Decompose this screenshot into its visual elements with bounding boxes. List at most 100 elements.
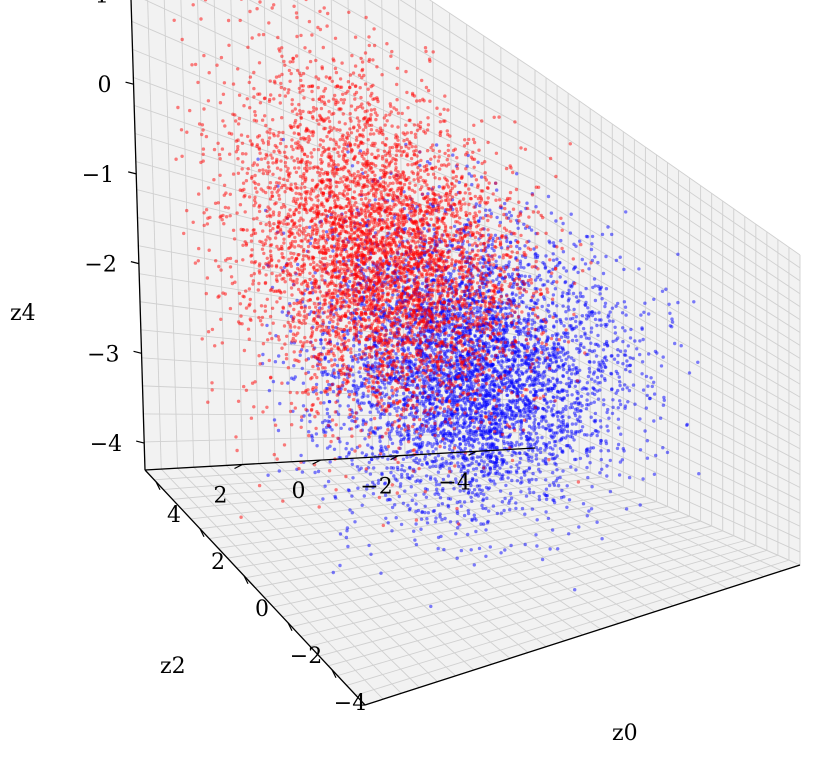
data-point: [480, 503, 484, 508]
data-point: [537, 361, 541, 365]
data-point: [584, 317, 589, 321]
data-point: [394, 516, 398, 520]
data-point: [484, 264, 488, 269]
data-point: [561, 367, 566, 372]
data-point: [584, 234, 589, 239]
data-point: [328, 444, 332, 448]
data-point: [404, 401, 408, 405]
data-point: [491, 450, 495, 454]
data-point: [319, 338, 323, 342]
data-point: [423, 454, 428, 458]
data-point: [516, 372, 520, 376]
data-point: [544, 497, 549, 502]
data-point: [467, 480, 472, 484]
data-point: [447, 324, 451, 328]
data-point: [448, 480, 453, 485]
data-point: [532, 320, 537, 325]
data-point: [480, 452, 485, 456]
data-point: [624, 210, 628, 214]
data-point: [346, 389, 351, 393]
data-point: [365, 487, 369, 491]
data-point: [491, 266, 495, 270]
data-point: [602, 398, 606, 402]
data-point: [437, 185, 441, 189]
data-point: [535, 287, 539, 291]
data-point: [338, 440, 342, 444]
data-point: [531, 353, 536, 358]
data-point: [445, 413, 449, 417]
data-point: [652, 472, 657, 476]
data-point: [559, 495, 564, 500]
data-point: [358, 348, 362, 352]
data-point: [424, 414, 428, 419]
grid-line: [193, 466, 420, 688]
data-point: [536, 448, 540, 452]
data-point: [610, 232, 614, 237]
data-point: [614, 304, 618, 308]
data-point: [567, 308, 571, 312]
data-point: [547, 309, 551, 314]
data-point: [631, 383, 636, 387]
data-point: [510, 453, 514, 458]
data-point: [499, 458, 503, 462]
data-point: [418, 344, 422, 348]
data-point: [418, 480, 422, 484]
data-point: [448, 434, 452, 438]
data-point: [546, 303, 551, 308]
data-point: [383, 493, 388, 497]
data-point: [420, 462, 424, 467]
data-point: [537, 467, 541, 472]
data-point: [296, 262, 300, 267]
data-point: [468, 413, 472, 418]
data-point: [390, 505, 395, 510]
data-point: [551, 241, 556, 245]
data-point: [383, 386, 387, 390]
data-point: [430, 348, 434, 353]
data-point: [661, 355, 665, 359]
data-point: [327, 415, 332, 419]
data-point: [498, 403, 502, 407]
data-point: [593, 311, 597, 315]
grid-line: [230, 0, 243, 465]
data-point: [413, 538, 417, 542]
data-point: [402, 422, 406, 426]
data-point: [543, 398, 547, 402]
data-point: [546, 382, 550, 386]
data-point: [606, 429, 610, 433]
data-point: [469, 483, 473, 488]
data-point: [561, 421, 565, 425]
data-point: [548, 358, 552, 362]
data-point: [376, 376, 380, 380]
data-point: [493, 461, 497, 465]
data-point: [638, 448, 643, 452]
data-point: [431, 426, 435, 431]
data-point: [616, 406, 620, 410]
data-point: [661, 446, 665, 450]
data-point: [436, 454, 441, 458]
data-point: [463, 446, 467, 451]
data-point: [532, 414, 536, 418]
data-point: [267, 388, 272, 393]
data-point: [314, 432, 319, 436]
data-point: [419, 450, 424, 455]
data-point: [549, 274, 553, 278]
data-point: [561, 414, 565, 419]
data-point: [444, 276, 448, 280]
data-point: [551, 350, 555, 355]
data-point: [461, 242, 465, 246]
data-point: [605, 464, 609, 468]
data-point: [403, 489, 407, 493]
data-point: [528, 490, 532, 495]
data-point: [644, 406, 648, 410]
grid-line: [292, 0, 536, 134]
data-point: [350, 447, 354, 451]
data-point: [534, 457, 539, 461]
data-point: [477, 346, 482, 350]
data-point: [371, 485, 375, 489]
data-point: [289, 314, 293, 319]
data-point: [361, 391, 365, 395]
data-point: [462, 464, 466, 468]
data-point: [449, 272, 453, 276]
data-point: [558, 439, 562, 443]
data-point: [623, 353, 628, 357]
